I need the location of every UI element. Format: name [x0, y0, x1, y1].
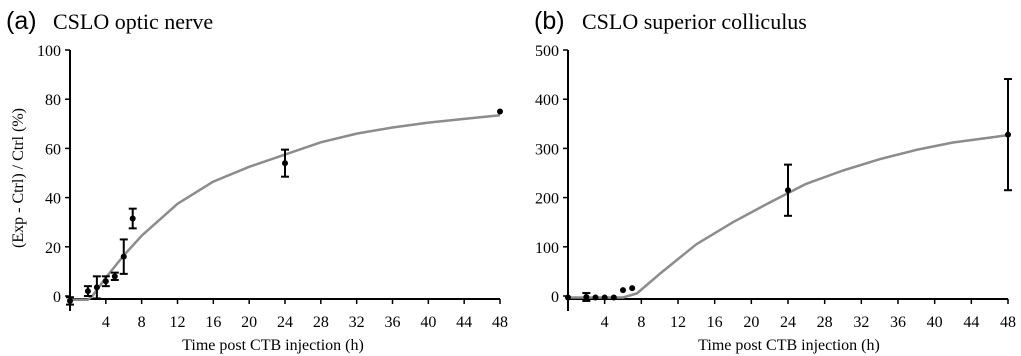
panel-a-x-tick-label: 36 [385, 314, 401, 331]
panel-a-data-point [497, 108, 503, 115]
panel-a-data-point [67, 297, 73, 304]
panel-b-x-tick-label: 20 [743, 314, 759, 331]
panel-a-x-tick-label: 12 [170, 314, 186, 331]
panel-a-letter: (a) [6, 7, 37, 35]
panel-b-x-tick-label: 40 [927, 314, 943, 331]
panel-a-x-axis-label: Time post CTB injection (h) [182, 337, 364, 354]
panel-a-x-tick-label: 20 [241, 314, 257, 331]
panel-b-x-tick-label: 44 [963, 314, 979, 331]
panel-a-x-ticks: 4 8 12 16 20 24 28 32 36 40 44 48 [102, 299, 508, 331]
panel-b-x-axis-label: Time post CTB injection (h) [698, 337, 880, 354]
panel-b-x-tick-label: 16 [707, 314, 723, 331]
panel-a-data-point [111, 273, 118, 280]
panel-a-optic-nerve-chart: (a) CSLO optic nerve (Exp - Ctrl) / Ctrl… [6, 7, 508, 354]
panel-b-y-tick-label: 0 [551, 289, 559, 306]
panel-a-x-tick-label: 8 [138, 314, 146, 331]
panel-a-y-tick-label: 60 [45, 141, 61, 158]
panel-a-fit-curve [70, 113, 501, 301]
panel-b-data-point [592, 294, 599, 301]
panel-b-data-point [620, 287, 626, 294]
panel-b-y-tick-label: 400 [535, 92, 559, 109]
panel-a-axes [69, 50, 500, 311]
panel-a-data-point [282, 160, 288, 167]
panel-a-y-tick-label: 100 [37, 43, 61, 60]
panel-a-fit-curve-group [70, 113, 501, 301]
panel-a-data-point [129, 215, 136, 222]
panel-a-x-tick-label: 48 [492, 314, 508, 331]
panel-a-x-tick-label: 24 [277, 314, 293, 331]
panel-a-y-tick-label: 40 [45, 191, 61, 208]
panel-a-y-axis-label: (Exp - Ctrl) / Ctrl (%) [10, 108, 27, 248]
panel-a-y-tick-label: 20 [45, 240, 61, 257]
panel-b-y-ticks: 0 100 200 300 400 500 [535, 43, 568, 306]
panel-b-data-point [1005, 131, 1011, 138]
panel-b-x-ticks: 4 8 12 16 20 24 28 32 36 40 44 48 [601, 299, 1016, 331]
panel-b-y-tick-label: 200 [535, 191, 559, 208]
panel-a-x-tick-label: 32 [349, 314, 365, 331]
panel-a-y-tick-label: 80 [45, 92, 61, 109]
panel-a-y-ticks: 0 20 40 60 80 100 [37, 43, 70, 306]
panel-a-x-tick-label: 16 [205, 314, 221, 331]
panel-a-x-tick-label: 4 [102, 314, 110, 331]
panel-b-x-tick-label: 12 [670, 314, 686, 331]
panel-b-x-tick-label: 48 [1000, 314, 1016, 331]
panel-a-data-point [120, 253, 127, 260]
panel-b-y-tick-label: 500 [535, 43, 559, 60]
panel-a-data-points [66, 108, 503, 306]
panel-b-y-tick-label: 300 [535, 141, 559, 158]
panel-a-data-point [102, 278, 109, 285]
panel-b-x-tick-label: 28 [817, 314, 833, 331]
panel-b-superior-colliculus-chart: (b) CSLO superior colliculus Time post C… [534, 7, 1016, 354]
panel-b-x-tick-label: 36 [890, 314, 906, 331]
panel-a-title: CSLO optic nerve [53, 9, 213, 34]
panel-b-x-tick-label: 4 [601, 314, 609, 331]
panel-b-title: CSLO superior colliculus [582, 9, 807, 34]
panel-b-data-point [610, 294, 617, 301]
panel-b-y-tick-label: 100 [535, 240, 559, 257]
panel-a-data-point [84, 288, 91, 295]
panel-a-x-tick-label: 28 [313, 314, 329, 331]
panel-b-data-point [583, 293, 590, 300]
panel-a-x-tick-label: 44 [456, 314, 472, 331]
panel-b-x-tick-label: 8 [637, 314, 645, 331]
panel-b-data-point [629, 285, 636, 292]
panel-b-x-tick-label: 32 [853, 314, 869, 331]
panel-b-data-point [601, 294, 608, 301]
panel-b-data-point [785, 187, 791, 194]
panel-a-y-tick-label: 0 [53, 289, 61, 306]
panel-b-data-point [565, 294, 571, 301]
panel-b-x-tick-label: 24 [780, 314, 796, 331]
panel-a-data-point [93, 284, 100, 291]
panel-b-letter: (b) [534, 7, 565, 35]
panel-a-x-tick-label: 40 [420, 314, 436, 331]
panel-b-data-points [565, 78, 1012, 302]
